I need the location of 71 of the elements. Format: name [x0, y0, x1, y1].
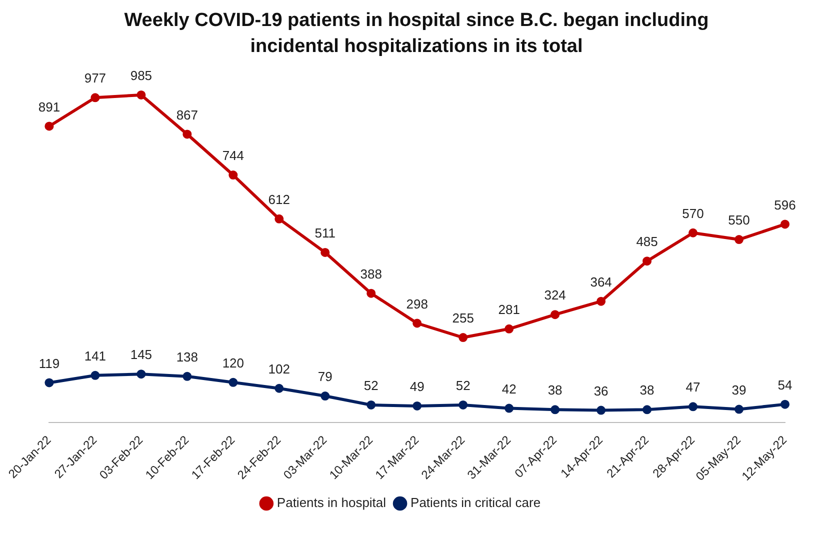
data-label: 485 [636, 234, 658, 250]
point [412, 401, 422, 410]
data-label: 52 [364, 378, 378, 394]
point [44, 378, 54, 388]
point [366, 400, 376, 410]
data-label: 39 [732, 382, 746, 398]
point [228, 378, 238, 387]
data-label: 141 [84, 348, 106, 364]
data-label: 49 [410, 379, 424, 394]
data-label: 550 [728, 212, 750, 228]
point [642, 256, 652, 266]
data-label: 596 [774, 197, 796, 212]
data-label: 255 [452, 310, 474, 326]
chart-title: Weekly COVID-19 patients in hospital since B.C. began including incidental hospitalizations in its total [123, 9, 710, 59]
data-label: 891 [38, 99, 60, 114]
point [182, 372, 192, 381]
point [550, 405, 560, 414]
data-label: 138 [176, 349, 198, 364]
data-label: 38 [640, 382, 654, 398]
data-label: 298 [406, 296, 428, 312]
point [320, 392, 330, 401]
point [136, 90, 146, 100]
point [274, 214, 284, 224]
data-label: 388 [360, 266, 382, 282]
data-label: 52 [456, 378, 470, 394]
point [90, 93, 100, 102]
data-label: 36 [594, 383, 608, 398]
point [136, 370, 146, 379]
point [412, 318, 422, 328]
point [274, 384, 284, 393]
point [688, 402, 698, 412]
point [504, 324, 514, 334]
point [366, 288, 376, 298]
point [596, 406, 606, 415]
point [550, 310, 560, 320]
data-label: 511 [314, 226, 336, 241]
data-label: 79 [318, 369, 332, 384]
data-label: 612 [268, 192, 290, 207]
point [734, 404, 744, 414]
point [688, 228, 698, 238]
point [504, 404, 514, 413]
data-label: 102 [268, 361, 290, 376]
data-label: 744 [222, 148, 244, 164]
data-label: 364 [590, 274, 612, 290]
point [44, 122, 54, 131]
data-label: 977 [84, 70, 106, 86]
point [228, 170, 238, 180]
point [458, 400, 468, 410]
point [458, 333, 468, 342]
point [182, 130, 192, 139]
point [90, 370, 100, 380]
point [780, 400, 790, 409]
data-label: 38 [548, 382, 562, 398]
data-label: 570 [682, 206, 704, 221]
data-label: 985 [130, 68, 152, 84]
data-label: 54 [778, 377, 792, 392]
point [320, 248, 330, 257]
data-label: 145 [130, 347, 152, 362]
point [596, 296, 606, 306]
data-label: 119 [38, 356, 60, 371]
data-label: 324 [544, 288, 566, 303]
point [780, 220, 790, 229]
data-label: 281 [498, 302, 520, 317]
data-label: 47 [686, 380, 700, 395]
data-label: 120 [222, 355, 244, 370]
data-label: 42 [502, 381, 516, 396]
point [642, 405, 652, 414]
data-label: 867 [176, 107, 198, 122]
legend-label: Patients in critical care [410, 495, 541, 510]
point [734, 235, 744, 244]
legend-label: Patients in hospital [276, 495, 386, 510]
